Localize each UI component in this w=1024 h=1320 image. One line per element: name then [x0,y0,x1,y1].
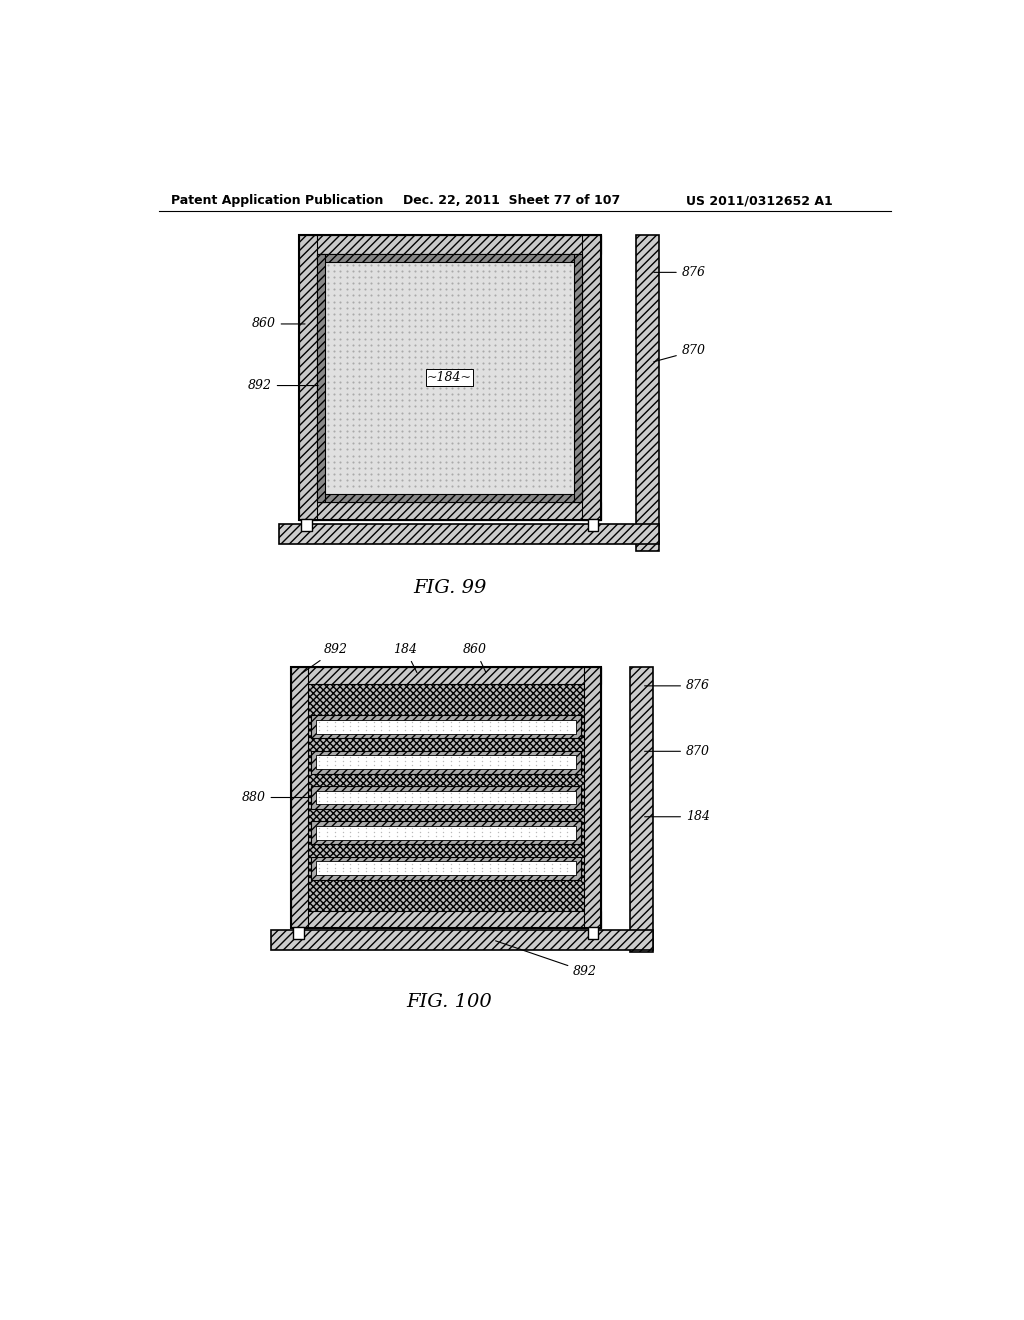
Text: 860: 860 [252,317,305,330]
Bar [584,667,601,928]
Text: US 2011/0312652 A1: US 2011/0312652 A1 [686,194,833,207]
Bar [311,715,581,738]
Bar [311,821,581,845]
Bar [291,667,601,684]
Bar [588,519,598,531]
Bar [426,370,473,387]
Text: 870: 870 [653,345,706,362]
Bar [308,684,584,911]
Bar [317,253,325,502]
Text: 880: 880 [242,791,308,804]
Text: 892: 892 [496,941,597,978]
Text: 870: 870 [644,744,710,758]
Bar [280,524,658,544]
Bar [291,667,308,928]
Text: FIG. 100: FIG. 100 [407,993,493,1011]
Bar [315,719,575,734]
Bar [311,857,581,880]
Text: 184: 184 [644,810,710,824]
Bar [291,667,601,928]
Bar [299,235,601,520]
Text: 892: 892 [301,643,348,673]
Bar [291,911,601,928]
Text: 892: 892 [248,379,318,392]
Bar [311,751,581,774]
Bar [271,929,653,950]
Text: Patent Application Publication: Patent Application Publication [171,194,383,207]
Bar [301,519,311,531]
Bar [325,261,574,494]
Bar [317,494,583,502]
Bar [636,235,658,552]
Bar [315,862,575,875]
Bar [588,927,598,940]
Bar [311,785,581,809]
Bar [299,235,317,520]
Bar [299,502,601,520]
Text: Dec. 22, 2011  Sheet 77 of 107: Dec. 22, 2011 Sheet 77 of 107 [403,194,621,207]
Bar [315,791,575,804]
Text: 184: 184 [393,643,418,673]
Bar [293,927,304,940]
Text: 860: 860 [463,643,487,673]
Bar [315,826,575,840]
Bar [315,755,575,770]
Text: 876: 876 [654,265,706,279]
Text: FIG. 99: FIG. 99 [413,579,486,597]
Bar [583,235,601,520]
Text: 876: 876 [644,680,710,693]
Bar [299,235,601,253]
Bar [574,253,583,502]
Text: ~184~: ~184~ [427,371,472,384]
Bar [317,253,583,261]
Bar [630,667,653,952]
